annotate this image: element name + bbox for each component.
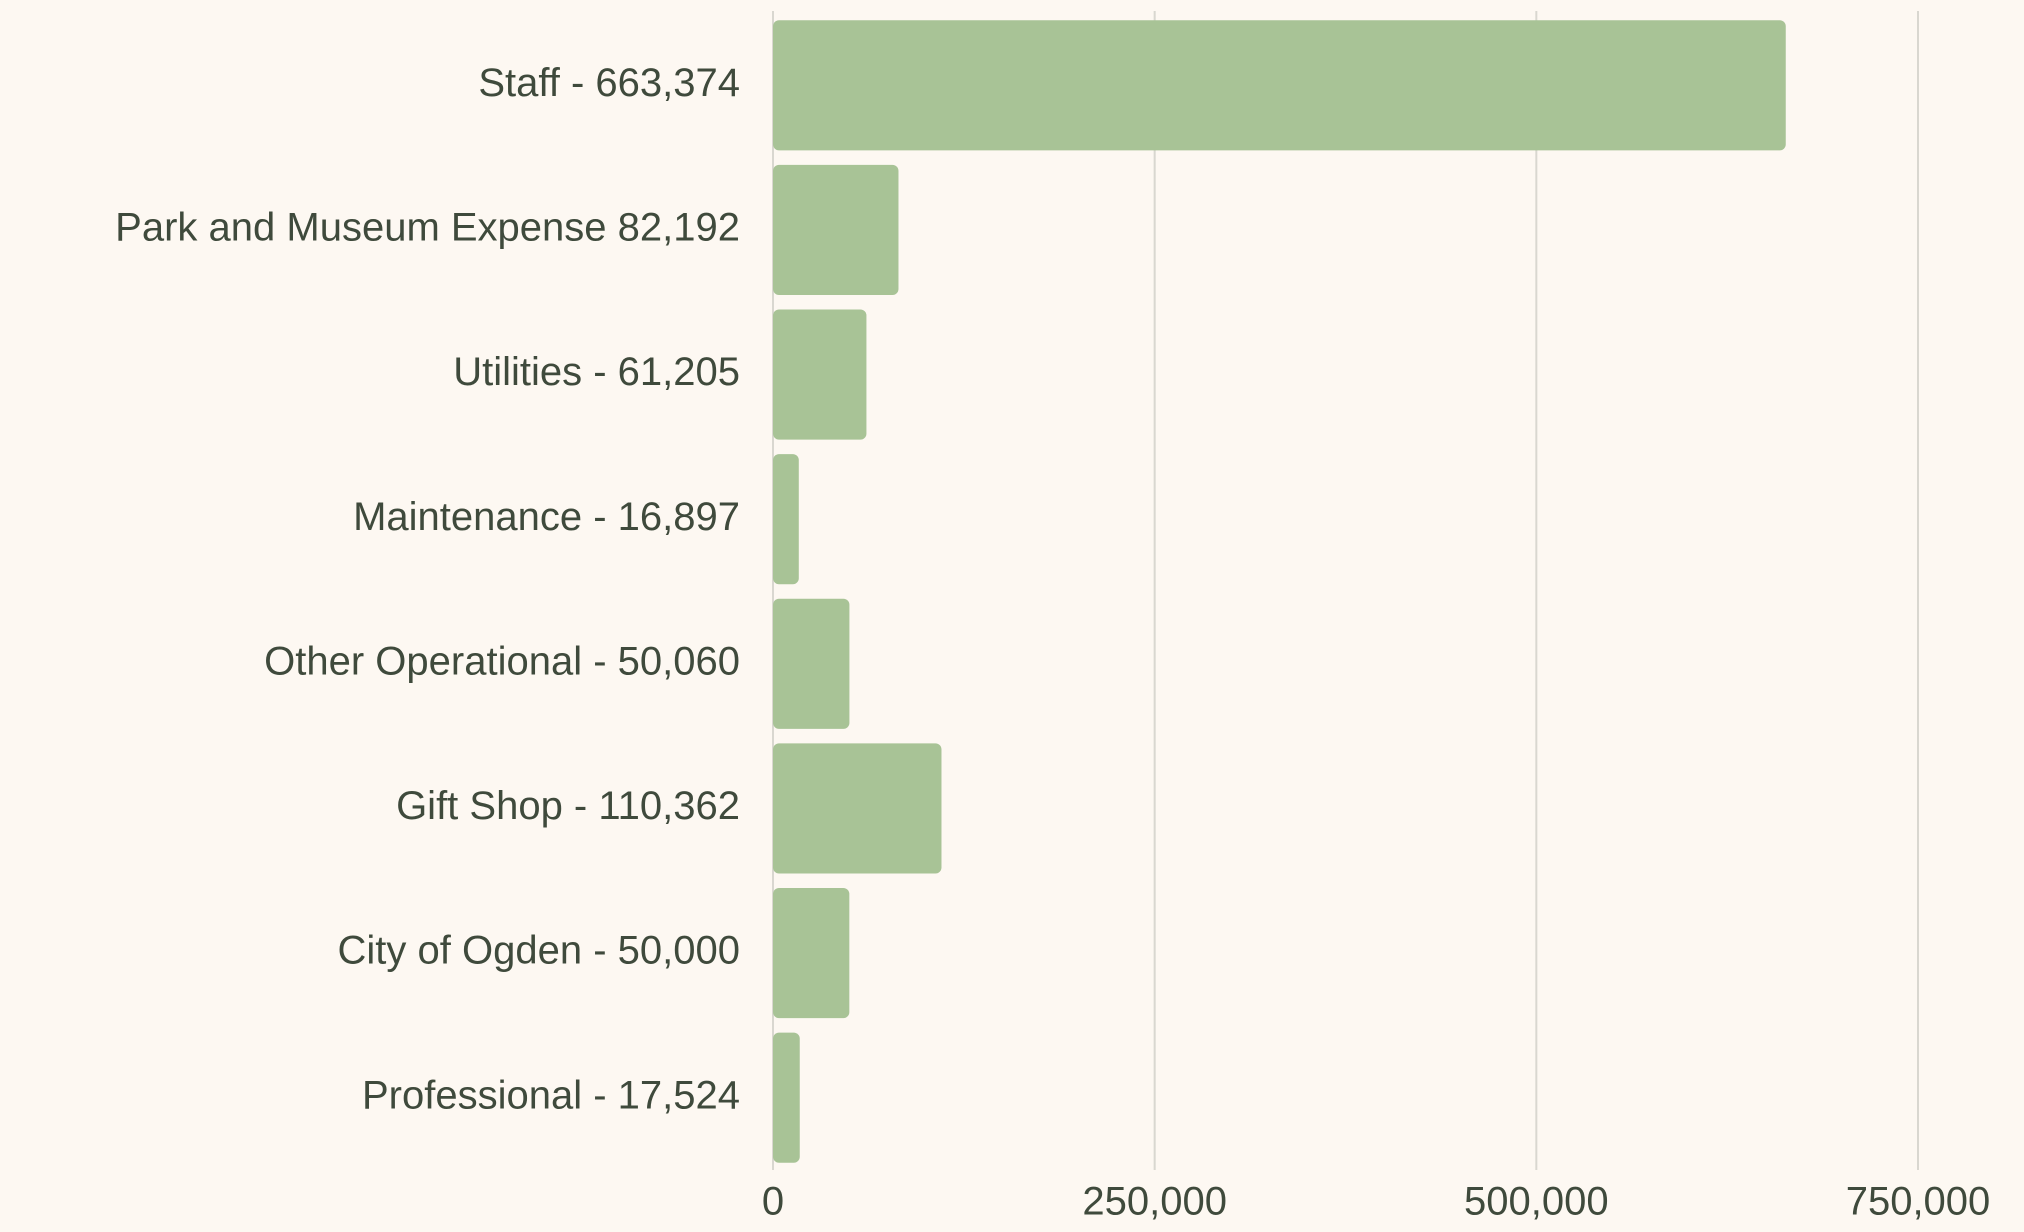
x-tick-label: 500,000	[1464, 1180, 1609, 1224]
bar	[773, 887, 850, 1019]
bar	[773, 1032, 800, 1163]
bar	[773, 309, 867, 440]
bar	[773, 20, 1786, 151]
bar	[773, 743, 942, 874]
y-tick-label: Maintenance - 16,897	[353, 495, 740, 539]
bar	[773, 598, 850, 729]
x-tick-label: 0	[762, 1180, 784, 1224]
y-tick-label: City of Ogden - 50,000	[338, 929, 740, 973]
y-tick-label: Professional - 17,524	[362, 1073, 740, 1117]
y-tick-label: Park and Museum Expense 82,192	[115, 206, 740, 250]
y-tick-label: Other Operational - 50,060	[264, 639, 740, 683]
y-tick-label: Utilities - 61,205	[453, 350, 740, 394]
x-tick-label: 250,000	[1082, 1180, 1227, 1224]
y-tick-label: Gift Shop - 110,362	[396, 784, 740, 828]
bar	[773, 454, 799, 585]
y-tick-label: Staff - 663,374	[478, 61, 740, 105]
bar	[773, 164, 899, 296]
x-tick-label: 750,000	[1846, 1180, 1991, 1224]
